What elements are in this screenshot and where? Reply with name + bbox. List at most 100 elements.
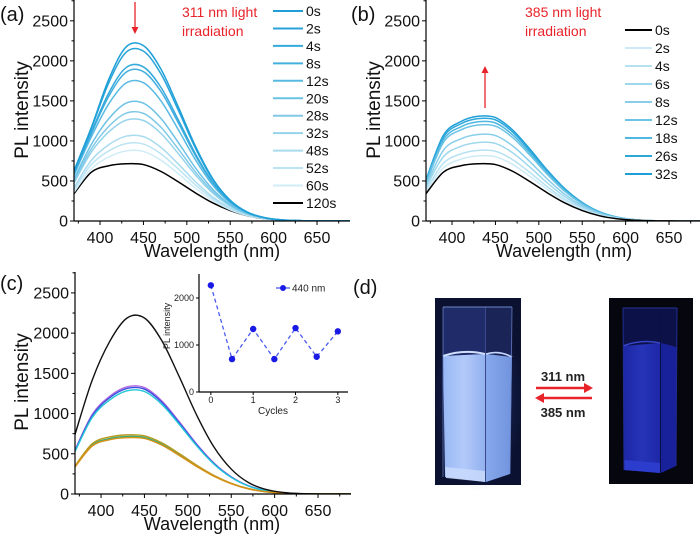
legend-label: 12s: [306, 73, 329, 89]
panel-label-c: (c): [0, 273, 23, 295]
legend-item: 4s: [273, 38, 321, 54]
annotation-text: irradiation: [525, 23, 586, 39]
x-tick-label: 450: [130, 230, 157, 247]
legend-item: 26s: [625, 148, 678, 164]
legend-item: 2s: [273, 20, 321, 36]
x-tick-label: 3: [335, 395, 340, 405]
meniscus: [622, 340, 661, 347]
cuvette-empty-glass-front: [443, 307, 485, 357]
legend-label: 52s: [306, 160, 329, 176]
x-tick-label: 400: [439, 230, 466, 247]
data-point: [271, 355, 278, 363]
x-axis-title-c: Wavelength (nm): [144, 514, 280, 534]
legend-item: 8s: [625, 94, 670, 110]
y-tick-label: 1500: [33, 366, 69, 383]
y-tick-label: 2000: [32, 53, 68, 70]
legend-label: 8s: [655, 94, 670, 110]
cuvette-liquid-front: [623, 343, 660, 473]
x-tick-label: 600: [260, 230, 287, 247]
cuvette-left-wall: [622, 307, 625, 471]
x-tick-label: 500: [525, 230, 552, 247]
data-point: [207, 282, 215, 289]
y-axis-title-inset: PL intensity: [162, 302, 172, 349]
y-axis-title-a: PL intensity: [12, 61, 33, 159]
spectrum-curve: [75, 389, 351, 494]
legend-item: 52s: [273, 160, 329, 176]
y-tick-label: 1500: [32, 93, 68, 110]
cu vette-right-wall: [675, 307, 678, 467]
chart-a-311nm-irradiation-spectra: 400 450 500 550 600 650 0 500 1000 1500 2000 2500 0s…: [32, 0, 350, 247]
arrow-right-icon: [536, 383, 593, 393]
chart-c-cycling-spectra: 400 450 500 550 600 650 0 500 1000 1500 2000 2500: [33, 272, 351, 520]
x-tick-label: 0: [208, 395, 213, 405]
y-tick-label: 0: [189, 387, 194, 397]
meniscus-side: [485, 351, 513, 358]
x-tick-label: 500: [174, 503, 201, 520]
panel-label-d: (d): [353, 277, 377, 299]
legend-label: 12s: [655, 112, 678, 128]
series-group: [75, 314, 351, 494]
legend-label: 4s: [655, 58, 670, 74]
x-tick-label: 550: [217, 230, 244, 247]
legend-item: 0s: [273, 3, 321, 19]
legend-label: 0s: [306, 3, 321, 19]
spectrum-curve: [75, 385, 351, 494]
legend-item: 60s: [273, 178, 329, 194]
panel-label-b: (b): [351, 4, 375, 26]
y-tick-label: 0: [59, 214, 68, 231]
y-tick-label: 2500: [384, 13, 420, 30]
y-axis-title-b: PL intensity: [364, 61, 385, 159]
legend-label: 18s: [655, 130, 678, 146]
legend-label: 20s: [306, 90, 329, 106]
y-tick-label: 500: [41, 173, 68, 190]
legend-item: 2s: [625, 40, 670, 56]
cuvette-liquid-front: [443, 354, 485, 482]
x-axis-title-a: Wavelength (nm): [144, 241, 280, 261]
data-point: [292, 324, 299, 332]
legend-label: 4s: [306, 38, 321, 54]
annotation-text: 311 nm light: [182, 4, 257, 20]
y-tick-label: 500: [42, 446, 69, 463]
x-tick-label: 400: [87, 230, 114, 247]
y-tick-label: 2000: [384, 53, 420, 70]
irradiation-annotation: 311 nm light irradiation: [131, 2, 257, 39]
legend-label: 48s: [306, 143, 329, 159]
series-line: [210, 285, 339, 361]
legend-item: 8s: [273, 55, 321, 71]
panel-d-photos: (d) 311 nm 385 n: [353, 277, 693, 492]
x-tick-label: 650: [305, 503, 332, 520]
x-tick-label: 450: [482, 230, 509, 247]
annotation-text: 385 nm light: [525, 4, 601, 20]
chart-b-385nm-irradiation-spectra: 400 450 500 550 600 650 0 500 1000 1500 2000 2500 0s…: [384, 0, 700, 247]
panel-label-a: (a): [0, 4, 24, 26]
legend-label: 2s: [655, 40, 670, 56]
legend-label: 440 nm: [292, 284, 325, 295]
y-tick-label: 2000: [33, 326, 69, 343]
spectrum-curve: [75, 435, 351, 494]
y-tick-label: 1000: [174, 340, 194, 350]
legend-item: 12s: [273, 73, 329, 89]
y-tick-label: 1000: [33, 406, 69, 423]
cuvette-liquid-side: [661, 343, 677, 473]
legend-label: 120s: [306, 195, 336, 211]
legend-item: 120s: [273, 195, 336, 211]
legend-item: 20s: [273, 90, 329, 106]
x-axis-title-b: Wavelength (nm): [496, 241, 632, 261]
y-tick-label: 0: [411, 214, 420, 231]
legend-item: 12s: [625, 112, 678, 128]
spectrum-curve: [75, 314, 351, 494]
y-tick-label: 500: [393, 173, 420, 190]
cuvette-photo-quenched: [609, 298, 693, 484]
y-tick-label: 1000: [32, 133, 68, 150]
legend-label: 28s: [306, 108, 329, 124]
cuvette-empty-glass: [623, 308, 677, 346]
meniscus: [442, 350, 486, 357]
data-point: [334, 328, 342, 335]
forward-wavelength-label: 311 nm: [541, 369, 585, 384]
legend-label: 32s: [306, 125, 329, 141]
legend-label: 0s: [655, 22, 670, 38]
y-tick-label: 1500: [384, 93, 420, 110]
series-group: [207, 282, 342, 363]
y-tick-label: 2500: [33, 285, 69, 302]
